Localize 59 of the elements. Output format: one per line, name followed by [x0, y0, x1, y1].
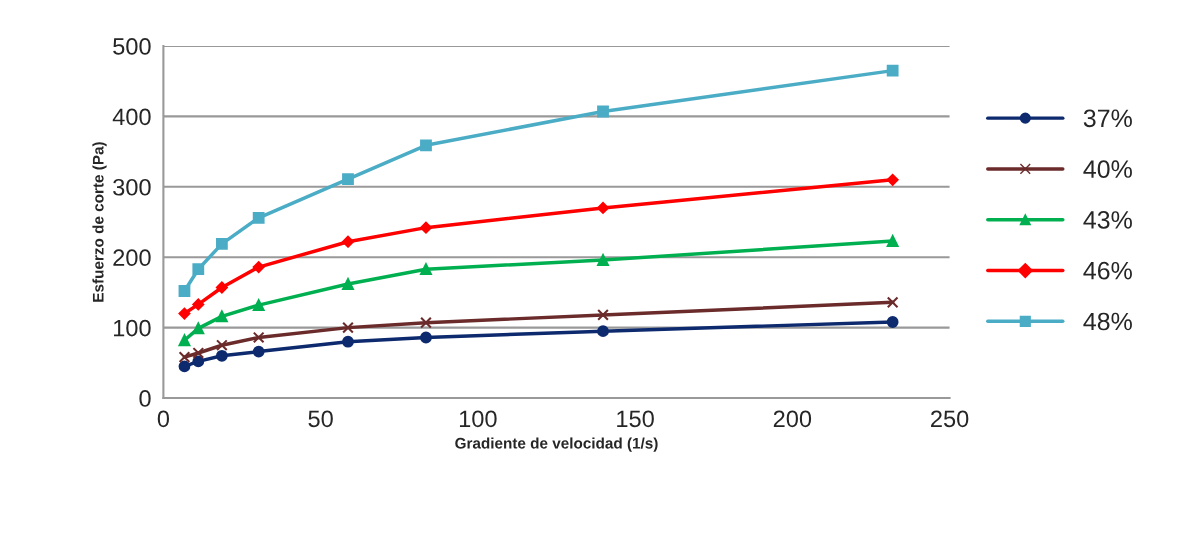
point	[252, 211, 265, 224]
point	[597, 309, 609, 321]
point	[886, 235, 899, 247]
point	[252, 331, 265, 344]
y-tick-label: 500	[113, 38, 151, 55]
point	[597, 254, 609, 266]
point	[215, 281, 228, 294]
x-tick-label: 0	[157, 410, 170, 428]
point	[192, 322, 205, 335]
point	[886, 64, 899, 77]
point	[420, 316, 432, 329]
point	[886, 316, 899, 328]
y-axis-title: Esfuerzo de corte (Pa)	[92, 142, 107, 302]
y-tick-label: 0	[139, 390, 151, 407]
point	[178, 334, 191, 347]
point	[252, 261, 265, 274]
y-tick-label: 200	[113, 249, 151, 267]
point	[420, 331, 432, 344]
point	[192, 347, 205, 359]
point	[192, 263, 205, 276]
point	[420, 263, 432, 276]
point	[342, 278, 354, 290]
point	[342, 173, 354, 185]
point	[192, 298, 205, 311]
point	[597, 201, 609, 214]
legend-label: 37%	[1083, 109, 1132, 128]
x-tick-label: 50	[308, 410, 333, 428]
point	[215, 339, 228, 352]
point	[178, 307, 191, 320]
point	[178, 360, 191, 373]
legend-label: 40%	[1083, 160, 1132, 178]
x-tick-label: 100	[459, 410, 497, 428]
y-tick-label: 400	[112, 108, 151, 126]
point	[342, 335, 354, 348]
legend-label: 48%	[1083, 312, 1132, 331]
legend-label: 43%	[1083, 211, 1132, 229]
point	[215, 349, 228, 362]
point	[252, 299, 265, 312]
point	[178, 285, 191, 297]
point	[886, 296, 899, 309]
point	[252, 345, 265, 358]
y-tick-label: 100	[114, 319, 151, 337]
point	[178, 351, 191, 364]
point	[342, 321, 354, 334]
x-tick-label: 250	[931, 410, 969, 428]
point	[597, 105, 609, 118]
x-tick-label: 150	[617, 410, 654, 428]
legend-label: 46%	[1083, 261, 1132, 280]
point	[886, 173, 899, 186]
point	[597, 325, 609, 338]
x-tick-label: 200	[773, 410, 812, 428]
point	[215, 237, 228, 250]
point	[420, 221, 432, 234]
point	[192, 355, 205, 368]
y-tick-label: 300	[113, 178, 151, 196]
point	[420, 139, 432, 152]
point	[215, 310, 228, 323]
point	[342, 235, 354, 248]
x-axis-title: Gradiente de velocidad (1/s)	[455, 437, 658, 452]
